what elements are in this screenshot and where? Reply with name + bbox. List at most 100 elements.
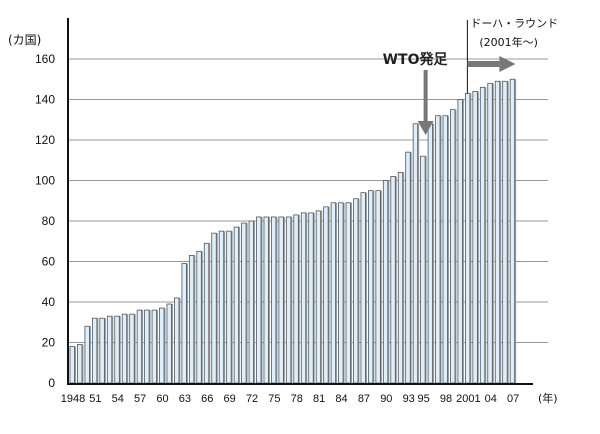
- bar: [181, 263, 187, 384]
- wto-arrow-shaft: [423, 70, 428, 122]
- bar: [263, 216, 269, 384]
- x-tick-label: 2001: [456, 393, 480, 405]
- bar: [174, 297, 180, 384]
- bar: [390, 176, 396, 384]
- bar: [285, 216, 292, 384]
- bar: [188, 255, 195, 384]
- annotation-doha: ドーハ・ラウンド: [470, 17, 558, 30]
- bar: [487, 82, 493, 384]
- bar: [345, 202, 351, 384]
- bar: [308, 212, 314, 384]
- bar: [166, 303, 172, 384]
- bar: [218, 230, 225, 384]
- bar: [494, 80, 501, 384]
- y-tick-label: 120: [35, 133, 55, 147]
- x-tick-label: 07: [507, 393, 519, 405]
- bar: [353, 198, 359, 384]
- bar: [159, 307, 165, 384]
- x-tick-label: 87: [358, 393, 370, 405]
- bar: [375, 190, 381, 384]
- bar: [241, 222, 247, 384]
- bar: [412, 123, 419, 384]
- annotation-wto: WTO発足: [383, 51, 449, 68]
- y-tick-label: 80: [42, 214, 56, 228]
- y-tick-label: 20: [42, 336, 56, 350]
- wto-arrow-head: [417, 121, 434, 135]
- x-tick-label: 95: [417, 393, 429, 405]
- bar: [203, 242, 210, 384]
- bar: [405, 151, 411, 384]
- bar: [278, 216, 284, 384]
- bar: [427, 123, 433, 384]
- bar: [509, 78, 516, 384]
- bar: [293, 214, 299, 384]
- bar: [479, 86, 486, 384]
- bar: [338, 202, 344, 384]
- x-axis-label: (年): [538, 391, 558, 405]
- bar: [144, 309, 150, 384]
- x-tick-label: 93: [403, 393, 415, 405]
- y-tick-label: 40: [42, 295, 56, 309]
- bar: [84, 325, 90, 384]
- bar: [420, 155, 426, 384]
- annotation-doha-year: (2001年〜): [479, 35, 538, 49]
- bar: [472, 91, 478, 384]
- bar: [91, 317, 98, 384]
- x-tick-label: 1948: [61, 393, 85, 405]
- y-tick-label: 100: [35, 174, 55, 188]
- bar: [136, 309, 143, 384]
- x-tick-label: 69: [224, 393, 236, 405]
- bar: [442, 115, 448, 384]
- x-tick-label: 54: [112, 393, 124, 405]
- x-tick-label: 84: [335, 393, 347, 405]
- x-tick-label: 72: [246, 393, 258, 405]
- bar: [106, 315, 113, 384]
- bar: [367, 190, 374, 384]
- x-tick-label: 75: [268, 393, 280, 405]
- bar: [382, 180, 389, 384]
- bar: [256, 216, 262, 384]
- x-tick-label: 04: [485, 393, 497, 405]
- bar: [151, 309, 157, 384]
- bar: [457, 99, 463, 384]
- y-tick-label: 0: [48, 376, 55, 390]
- bar: [211, 232, 217, 384]
- x-tick-label: 57: [134, 393, 146, 405]
- bar: [114, 315, 120, 384]
- x-tick-label: 63: [179, 393, 191, 405]
- bar: [226, 230, 232, 384]
- bar: [69, 346, 75, 384]
- bar: [435, 115, 441, 384]
- x-tick-label: 98: [440, 393, 452, 405]
- doha-arrow-head: [499, 56, 516, 72]
- bar: [360, 192, 366, 384]
- bar: [464, 93, 471, 384]
- x-tick-label: 90: [380, 393, 392, 405]
- bar: [502, 80, 508, 384]
- y-axis-label: (カ国): [8, 33, 41, 47]
- y-tick-label: 140: [35, 93, 55, 107]
- x-tick-label: 66: [201, 393, 213, 405]
- bar: [99, 317, 105, 384]
- bar: [323, 206, 329, 384]
- x-tick-label: 78: [291, 393, 303, 405]
- bar: [233, 226, 240, 384]
- bar: [450, 109, 456, 384]
- x-tick-label: 81: [313, 393, 325, 405]
- bar: [121, 313, 128, 384]
- bar: [300, 212, 307, 384]
- bar: [248, 220, 254, 384]
- y-tick-label: 60: [42, 255, 56, 269]
- bar: [196, 250, 202, 384]
- bar: [315, 210, 322, 384]
- x-tick-label: 51: [89, 393, 101, 405]
- bar: [271, 216, 277, 384]
- bar: [330, 202, 337, 384]
- bar: [77, 344, 83, 384]
- bar: [397, 171, 404, 384]
- x-tick-label: 60: [156, 393, 168, 405]
- y-tick-label: 160: [35, 52, 55, 66]
- doha-arrow-shaft: [467, 61, 500, 67]
- bar: [129, 313, 135, 384]
